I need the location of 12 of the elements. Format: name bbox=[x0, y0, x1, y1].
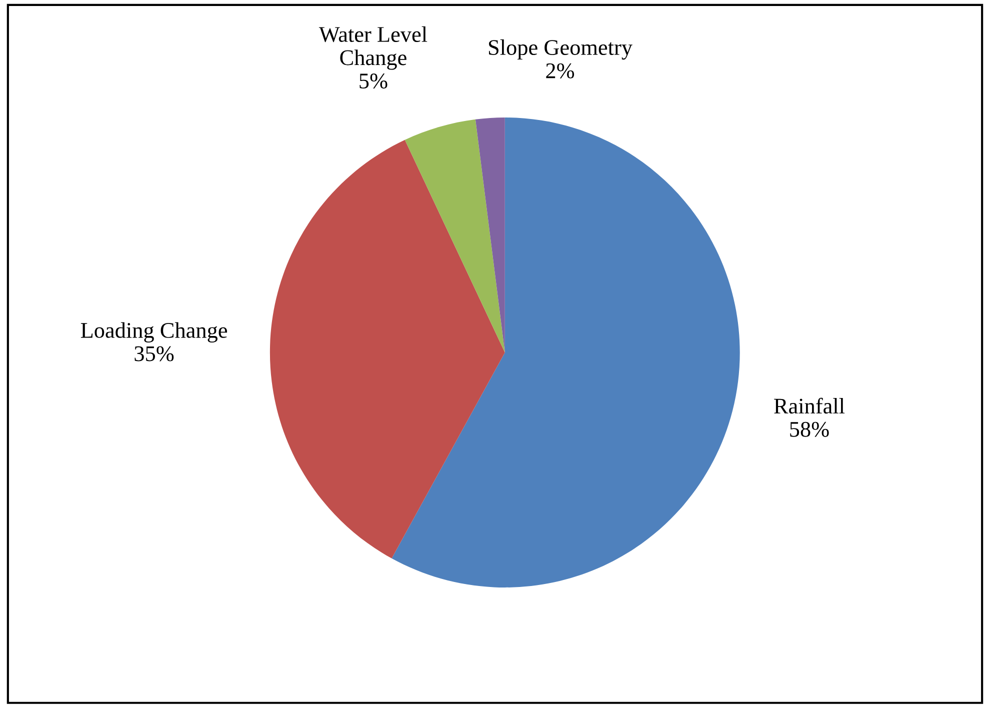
data-label: 35% bbox=[134, 346, 174, 362]
data-label: 58% bbox=[790, 422, 829, 437]
pie-slice bbox=[404, 119, 505, 352]
pie-slice bbox=[270, 140, 505, 558]
data-label: 5% bbox=[360, 74, 388, 89]
slice-label: Loading Change bbox=[80, 322, 228, 342]
pie-slice bbox=[475, 118, 505, 352]
slice-label: Rainfall bbox=[774, 398, 845, 414]
slice-label: Slope Geometry bbox=[488, 39, 632, 60]
pie-slice bbox=[392, 118, 740, 588]
slice-label: Water Level Change bbox=[318, 26, 428, 70]
data-label: 2% bbox=[546, 63, 574, 78]
